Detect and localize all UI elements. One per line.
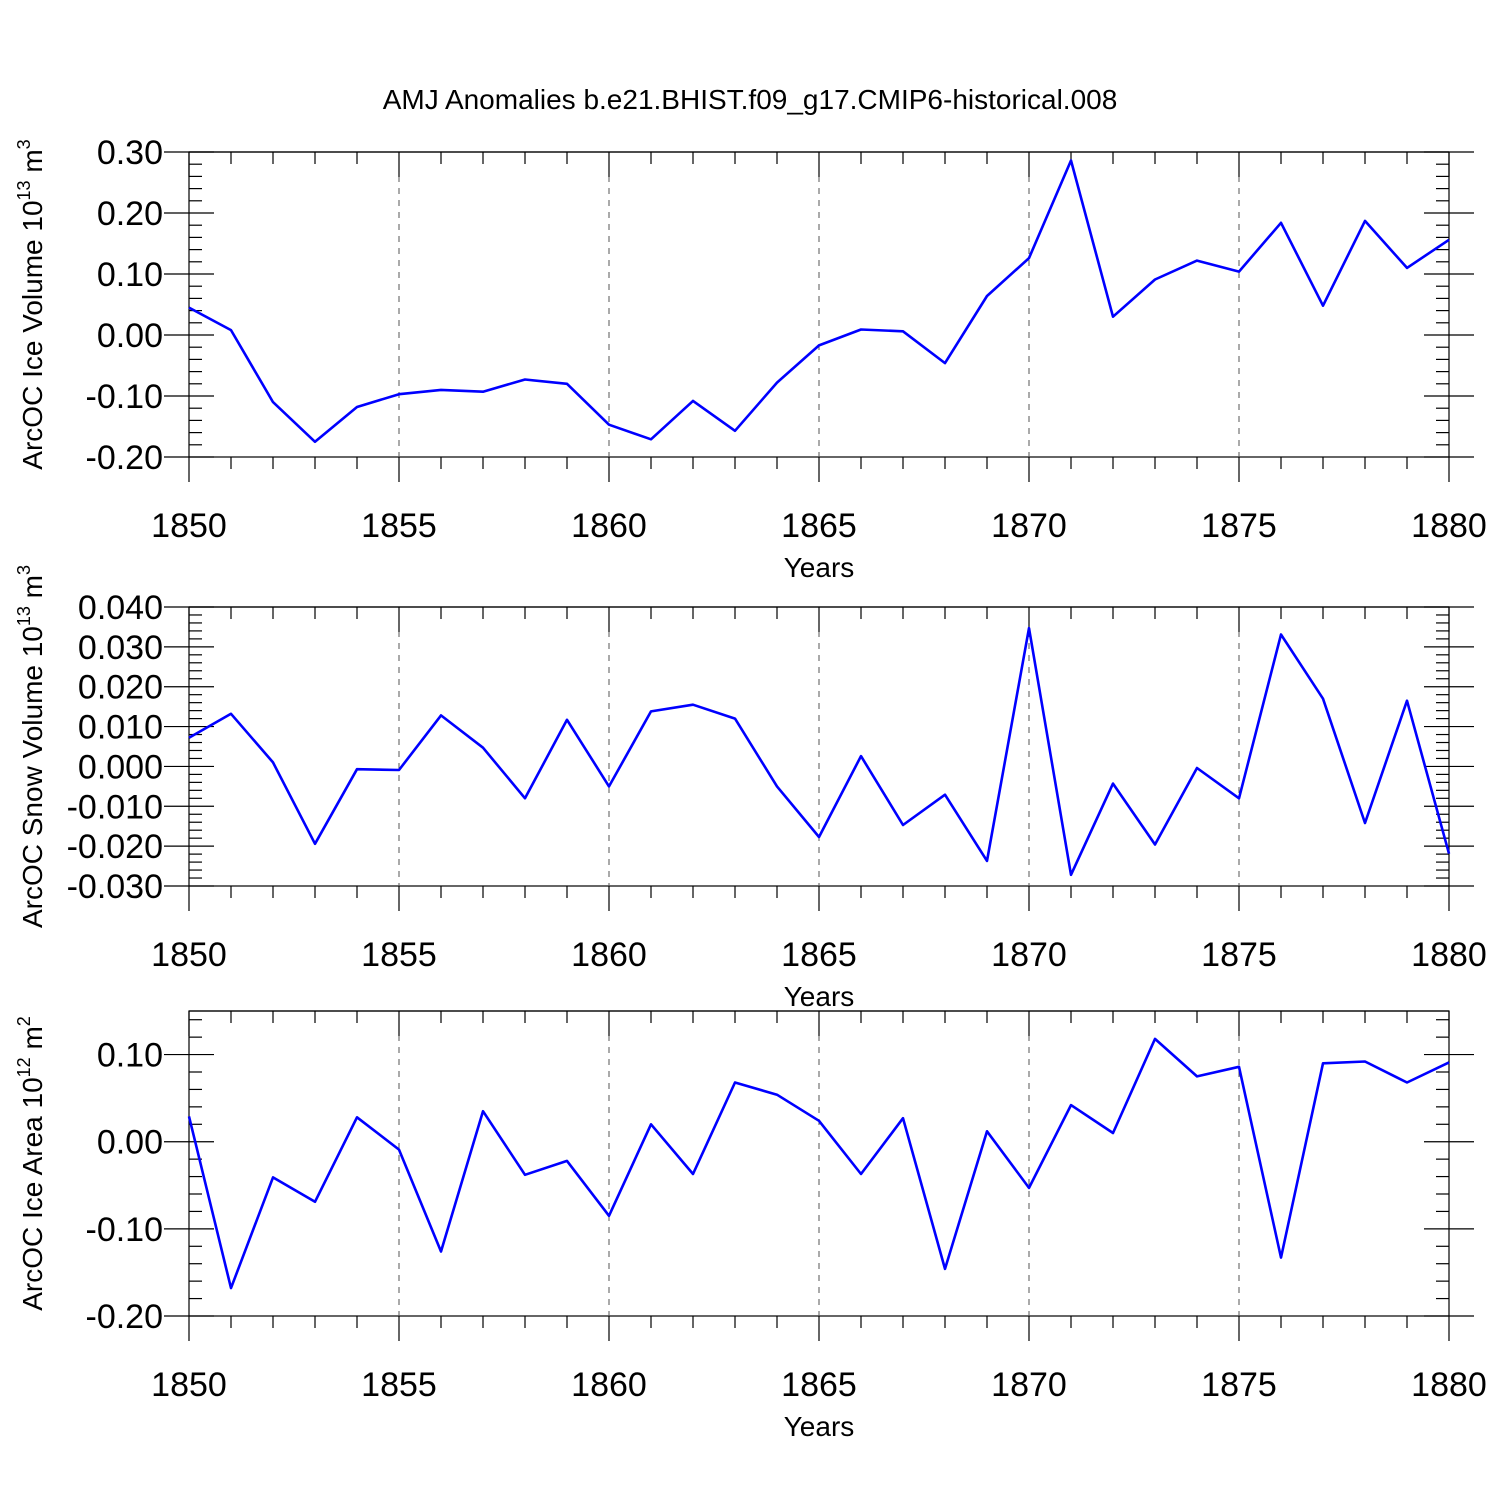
y-tick-label: 0.30 <box>97 134 163 172</box>
x-tick-label: 1865 <box>781 507 857 545</box>
x-tick-label: 1870 <box>991 507 1067 545</box>
series-line <box>187 1037 1450 1290</box>
y-tick-label: 0.000 <box>78 748 163 786</box>
y-tick-label: -0.20 <box>86 439 164 477</box>
panel-ice-area: 1850 1855 1860 1865 1870 1875 1880 Years -0.20 -0… <box>14 1010 1487 1442</box>
y-tick-label: 0.20 <box>97 195 163 233</box>
x-axis-label: Years <box>784 981 855 1012</box>
x-tick-label: 1855 <box>361 936 437 974</box>
panel-ice-volume: 1850 1855 1860 1865 1870 1875 1880 Years -0.20 -0… <box>14 134 1487 583</box>
series-line <box>188 626 1451 877</box>
y-axis-label: ArcOC Snow Volume 1013 m3 <box>14 565 48 928</box>
y-tick-label: 0.00 <box>97 317 163 355</box>
x-tick-label: 1850 <box>151 936 227 974</box>
x-tick-label: 1855 <box>361 1366 437 1404</box>
y-tick-label: -0.030 <box>67 868 163 906</box>
y-tick-label: 0.10 <box>97 1037 163 1075</box>
y-tick-label: 0.10 <box>97 256 163 294</box>
y-tick-label: 0.040 <box>78 589 163 627</box>
x-tick-label: 1850 <box>151 507 227 545</box>
y-tick-label: -0.10 <box>86 378 164 416</box>
x-tick-label: 1875 <box>1201 507 1277 545</box>
x-tick-label: 1860 <box>571 507 647 545</box>
x-tick-label: 1865 <box>781 1366 857 1404</box>
series-line <box>188 159 1450 444</box>
x-tick-label: 1850 <box>151 1366 227 1404</box>
y-tick-label: -0.10 <box>86 1211 164 1249</box>
y-tick-label: 0.00 <box>97 1124 163 1162</box>
x-tick-label: 1880 <box>1411 1366 1487 1404</box>
figure-title: AMJ Anomalies b.e21.BHIST.f09_g17.CMIP6-… <box>383 84 1118 115</box>
x-tick-label: 1875 <box>1201 936 1277 974</box>
y-axis-label: ArcOC Ice Area 1012 m2 <box>14 1016 48 1311</box>
x-tick-label: 1865 <box>781 936 857 974</box>
x-tick-label: 1855 <box>361 507 437 545</box>
x-axis-label: Years <box>784 552 855 583</box>
x-tick-label: 1880 <box>1411 507 1487 545</box>
y-axis-label: ArcOC Ice Volume 1013 m3 <box>14 139 48 469</box>
x-tick-label: 1860 <box>571 936 647 974</box>
y-tick-label: 0.030 <box>78 629 163 667</box>
x-tick-label: 1870 <box>991 936 1067 974</box>
x-tick-label: 1880 <box>1411 936 1487 974</box>
x-tick-label: 1860 <box>571 1366 647 1404</box>
y-tick-label: -0.020 <box>67 828 163 866</box>
y-tick-label: 0.020 <box>78 669 163 707</box>
x-tick-label: 1870 <box>991 1366 1067 1404</box>
panel-snow-volume: 1850 1855 1860 1865 1870 1875 1880Years-0.030-… <box>14 565 1487 1012</box>
plot-frame <box>188 151 1450 458</box>
y-tick-label: -0.20 <box>86 1298 164 1336</box>
y-tick-label: 0.010 <box>78 709 163 747</box>
x-tick-label: 1875 <box>1201 1366 1277 1404</box>
x-axis-label: Years <box>784 1411 855 1442</box>
y-tick-label: -0.010 <box>67 788 163 826</box>
